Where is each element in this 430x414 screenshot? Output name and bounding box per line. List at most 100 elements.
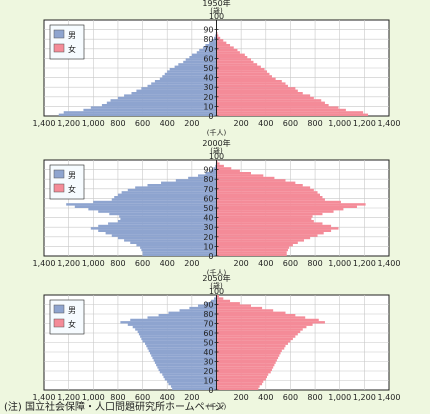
x-tick-label: 600 [283,393,298,402]
bar-female [216,56,248,59]
bar-male [205,172,217,175]
bar-male [106,101,217,104]
bar-female [216,75,272,78]
legend-label: 女 [68,44,76,54]
bar-male [147,347,217,350]
bar-male [127,323,217,326]
legend-swatch [53,318,65,328]
bar-male [140,246,217,249]
bar-female [216,232,324,235]
bar-female [216,41,227,44]
bar-female [216,227,339,230]
bar-female [216,342,288,345]
x-tick-label: 400 [258,119,273,128]
age-tick-label: 50 [203,339,213,348]
age-tick-label: 80 [203,175,213,184]
bar-male [74,205,217,208]
age-tick-label: 10 [203,102,213,111]
bar-male [120,217,217,220]
bar-female [216,113,369,116]
bar-male [168,311,217,314]
x-tick-label: 1,200 [353,119,376,128]
bar-female [216,53,245,56]
bar-male [188,176,217,180]
bar-female [216,356,279,360]
legend-label: 男 [68,171,76,180]
bar-female [216,239,304,242]
bar-male [147,184,217,187]
x-tick-label: 1,000 [82,259,105,268]
bar-female [216,104,329,107]
bar-male [138,333,217,336]
age-tick-label: 20 [203,367,213,376]
bar-male [136,244,217,247]
bar-male [174,65,217,68]
bar-female [216,236,311,240]
bar-male [121,191,217,194]
legend-swatch [53,183,65,193]
bar-male [199,48,217,52]
x-tick-label: 800 [110,393,125,402]
bar-female [216,39,224,42]
chart-title: 1950年 [202,0,230,8]
bar-male [93,200,217,204]
bar-male [120,321,217,324]
bar-male [117,236,217,240]
bar-male [141,248,217,252]
age-tick-label: 40 [203,214,213,223]
bar-male [124,239,217,242]
bar-female [216,241,298,244]
bar-male [163,375,217,379]
chart-title: 2050年 [202,273,230,283]
bar-female [216,82,286,85]
bar-female [216,359,277,362]
bar-female [216,203,366,206]
bar-female [216,176,275,180]
bar-female [216,253,287,256]
bar-male [151,82,217,85]
bar-female [216,352,281,355]
bar-female [216,46,234,49]
bar-female [216,347,285,350]
bar-female [216,375,268,379]
bar-male [98,229,217,232]
bar-male [158,368,217,371]
x-tick-label: 1,400 [33,119,56,128]
bar-male [167,70,217,73]
bar-female [216,89,298,92]
bar-female [216,92,303,95]
x-tick-label: 800 [307,259,322,268]
bar-male [168,382,217,386]
bar-male [145,342,217,345]
bar-female [216,248,288,252]
age-tick-label: 100 [209,152,224,161]
age-tick-label: 60 [203,54,213,63]
bar-male [172,387,217,390]
bar-male [189,56,217,59]
age-tick-label: 40 [203,74,213,83]
age-tick-label: 0 [208,112,213,121]
bar-male [142,253,217,256]
bar-male [169,68,217,71]
legend-swatch [53,169,65,179]
bar-male [205,302,217,305]
x-tick-label: 1,200 [353,259,376,268]
bar-male [66,203,217,206]
age-tick-label: 20 [203,233,213,242]
bar-female [216,328,303,331]
x-tick-label: 600 [283,259,298,268]
legend-label: 男 [68,306,76,315]
bar-female [216,108,346,112]
x-tick-label: 1,400 [378,393,401,402]
bar-male [161,181,217,184]
bar-male [137,330,217,333]
chart-title: 2000年 [202,138,230,148]
bar-female [216,316,306,319]
bar-male [154,361,217,364]
x-tick-label: 1,400 [378,259,401,268]
age-tick-label: 10 [203,377,213,386]
bar-female [216,344,286,348]
